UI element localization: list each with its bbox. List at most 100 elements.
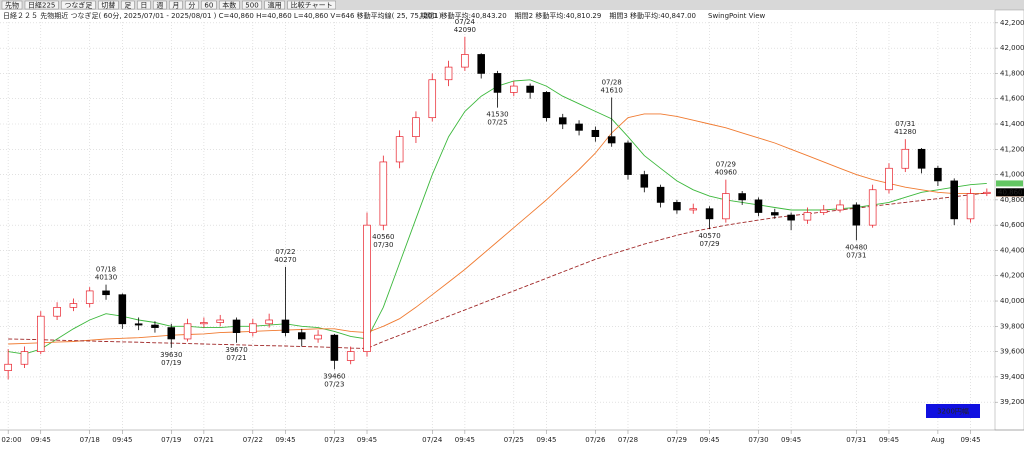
candle-body [705, 208, 714, 220]
toolbar-button-frame[interactable] [98, 0, 119, 10]
x-tick-label: 09:45 [31, 436, 51, 444]
toolbar-button-frame[interactable] [219, 0, 240, 10]
candle-body [803, 212, 812, 221]
candle-body [819, 209, 828, 213]
candle-body [379, 161, 388, 226]
last-price-tag [996, 188, 1024, 197]
toolbar-button[interactable]: 日経225 [28, 1, 55, 10]
toolbar-button-frame[interactable] [24, 0, 59, 10]
swing-date: 07/31 [895, 120, 915, 128]
toolbar-button[interactable]: 週 [156, 1, 163, 10]
x-tick-label: 07/22 [243, 436, 263, 444]
toolbar-button[interactable]: 比較チャート [291, 1, 333, 10]
candle-body [754, 199, 763, 213]
toolbar-button[interactable]: 60 [204, 2, 213, 10]
candle-body [102, 290, 110, 296]
candle-body [37, 315, 45, 352]
ma-end-tag [996, 180, 1023, 187]
toolbar-button[interactable]: 月 [172, 2, 179, 10]
candle-body [297, 332, 306, 340]
candle-body [526, 85, 534, 93]
candle-body [346, 351, 355, 361]
x-tick-label: 07/23 [324, 436, 344, 444]
toolbar-button[interactable]: つなぎ足 [64, 1, 92, 10]
candle-body [134, 323, 143, 326]
candle-body [118, 294, 127, 325]
candle-body [852, 204, 861, 226]
candle-body [53, 306, 61, 317]
toolbar-button-frame[interactable] [137, 0, 151, 10]
candle-body [395, 136, 404, 163]
candle-body [607, 136, 616, 144]
swing-price: 42090 [454, 26, 476, 34]
swing-price: 41530 [486, 111, 508, 119]
candle-body [167, 327, 176, 340]
swing-price: 40270 [274, 256, 296, 264]
toolbar-button-frame[interactable] [242, 0, 262, 10]
y-tick-label: 39,400 [1000, 373, 1024, 381]
toolbar-items: 先物 日経225 つなぎ足 切替 足 日 週 月 分 60 本数 500 適用 比較チャート [1, 0, 336, 10]
swing-price: 39460 [323, 372, 345, 380]
swing-date: 07/31 [846, 251, 866, 259]
candle-body [673, 202, 681, 211]
candle-body [738, 193, 746, 201]
candle-body [363, 224, 371, 352]
candle-body [151, 324, 159, 328]
x-tick-label: 07/28 [618, 436, 638, 444]
candle-body [69, 303, 78, 308]
toolbar-button[interactable]: 分 [188, 1, 195, 10]
swing-date: 07/29 [699, 240, 719, 248]
candle-body [200, 322, 208, 325]
x-tick-label: 09:45 [536, 436, 556, 444]
toolbar-button-frame[interactable] [201, 0, 217, 10]
toolbar-button-frame[interactable] [185, 0, 199, 10]
x-tick-label: 09:45 [275, 436, 295, 444]
legend-entry: 期間1 移動平均:40,843.20 [420, 11, 507, 20]
candle-body [265, 319, 273, 325]
candle-body [689, 208, 698, 211]
y-tick-label: 40,000 [1000, 297, 1024, 305]
toolbar-button[interactable]: 適用 [268, 1, 282, 10]
candle-body [85, 290, 94, 304]
toolbar-button-frame[interactable] [1, 0, 23, 10]
toolbar-button[interactable]: 足 [124, 2, 131, 10]
toolbar-button[interactable]: 本数 [222, 1, 236, 10]
swing-date: 07/18 [96, 266, 116, 274]
toolbar-button[interactable]: 先物 [5, 1, 19, 10]
candle-body [885, 167, 893, 191]
candle-body [722, 193, 730, 220]
y-tick-label: 42,200 [1000, 19, 1024, 27]
toolbar-button-frame[interactable] [121, 0, 135, 10]
toolbar-button-frame[interactable] [264, 0, 285, 10]
toolbar-button-frame[interactable] [61, 0, 96, 10]
candle-body [493, 73, 502, 93]
y-tick-label: 41,800 [1000, 69, 1024, 77]
candle-body [575, 123, 583, 131]
toolbar-button[interactable]: 日 [140, 2, 147, 10]
toolbar-button-frame[interactable] [153, 0, 167, 10]
x-tick-label: 09:45 [112, 436, 132, 444]
swing-date: 07/30 [373, 241, 393, 249]
toolbar-button-frame[interactable] [169, 0, 183, 10]
swing-date: 07/28 [602, 78, 622, 86]
x-tick-label: 09:45 [781, 436, 801, 444]
y-tick-label: 42,000 [1000, 44, 1024, 52]
x-tick-label: 07/26 [585, 436, 606, 444]
swing-date: 07/22 [275, 248, 295, 256]
range-badge [926, 404, 980, 418]
swing-date: 07/29 [716, 161, 736, 169]
swing-price: 40960 [715, 169, 737, 177]
candle-body [4, 363, 12, 371]
x-tick-label: 07/29 [667, 436, 687, 444]
toolbar [0, 0, 1024, 10]
toolbar-button[interactable]: 500 [245, 2, 258, 10]
x-tick-label: 7 02:00 [0, 436, 22, 444]
toolbar-button[interactable]: 切替 [101, 1, 115, 10]
swing-price: 41280 [894, 128, 916, 136]
candle-body [428, 79, 437, 119]
moving-average-line [8, 113, 987, 345]
y-tick-label: 40,800 [1000, 196, 1024, 204]
toolbar-button-frame[interactable] [287, 0, 336, 10]
